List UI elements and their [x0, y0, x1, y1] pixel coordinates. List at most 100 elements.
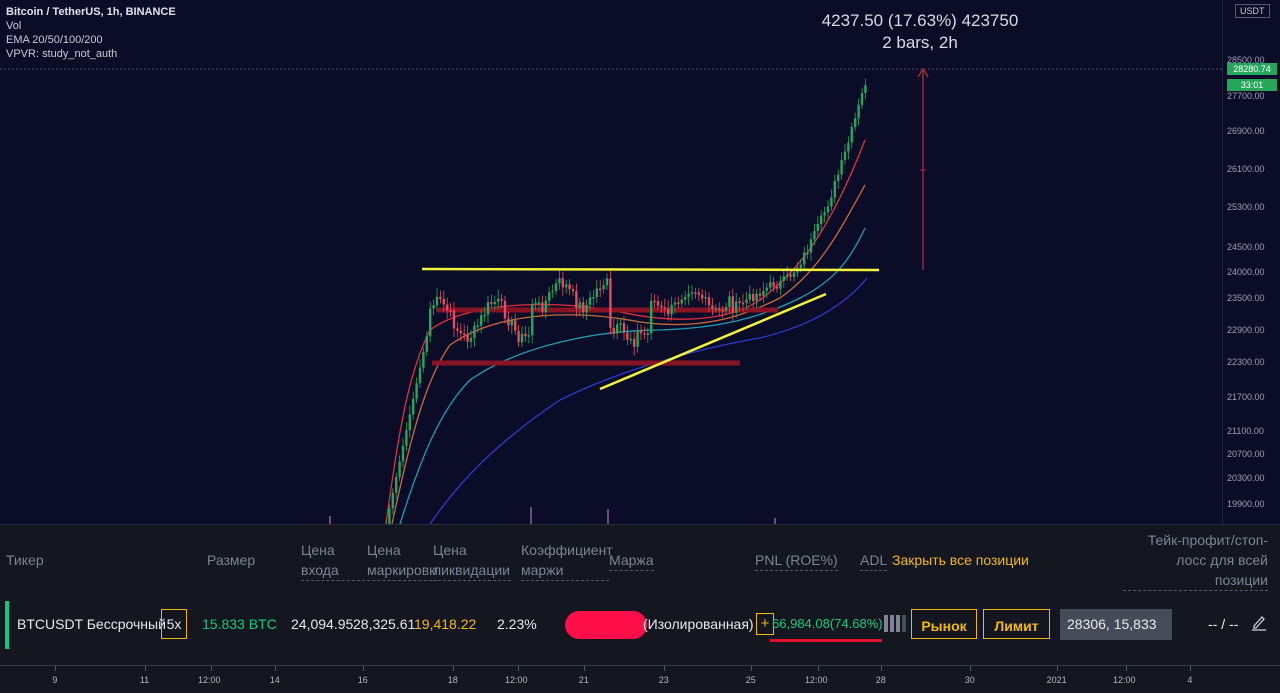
candle-body	[405, 430, 408, 446]
candle-body	[599, 288, 602, 291]
time-tick-mark	[1190, 666, 1191, 671]
time-tick: 11	[139, 675, 150, 685]
add-margin-icon[interactable]: +	[756, 613, 774, 635]
header-entry-price-2[interactable]: входа	[301, 560, 365, 581]
candle-body	[633, 338, 636, 347]
candle-body	[537, 302, 541, 304]
candle-body	[558, 278, 561, 284]
edit-icon[interactable]	[1251, 613, 1267, 631]
time-tick: 2021	[1046, 675, 1067, 685]
volume-indicator-label[interactable]: Vol	[6, 20, 22, 32]
candle-body	[650, 300, 653, 334]
candle-body	[578, 302, 581, 309]
time-tick: 12:00	[1113, 675, 1136, 685]
candle-body	[439, 296, 442, 299]
price-tick: 24500.00	[1227, 242, 1265, 252]
candle-body	[728, 296, 731, 308]
price-tick: 24000.00	[1227, 267, 1265, 277]
time-tick-mark	[584, 666, 585, 671]
mark-price: 28,325.61	[353, 616, 416, 632]
vpvr-indicator-label[interactable]: VPVR: study_not_auth	[6, 48, 118, 60]
candle-body	[503, 300, 507, 319]
header-size: Размер	[207, 552, 256, 568]
adl-indicator-icon	[884, 615, 910, 633]
margin-mode: (Изолированная)	[643, 616, 754, 632]
candle-body	[687, 293, 690, 297]
close-all-positions-button[interactable]: Закрыть все позиции	[892, 552, 1029, 568]
candle-body	[636, 330, 639, 347]
measure-bars: 2 bars, 2h	[882, 33, 958, 52]
header-margin[interactable]: Маржа	[609, 550, 654, 571]
candle-body	[721, 309, 724, 312]
candle-body	[425, 336, 428, 352]
leverage-badge[interactable]: 5x	[161, 609, 187, 639]
long-side-indicator	[5, 601, 9, 649]
measure-arrow-head	[917, 67, 929, 78]
candle-body	[568, 284, 571, 290]
price-axis[interactable]: 28500.00 27700.00 26900.00 26100.00 25300.00…	[1222, 0, 1280, 524]
candle-body	[860, 93, 864, 105]
header-liq-price-1: Цена	[433, 542, 467, 558]
candle-body	[466, 334, 469, 342]
candle-body	[527, 335, 530, 337]
header-adl[interactable]: ADL	[860, 550, 888, 571]
candle-body	[843, 151, 847, 160]
candle-body	[718, 308, 721, 311]
header-pnl[interactable]: PNL (ROE%)	[755, 550, 838, 571]
ema200-line	[429, 277, 868, 524]
header-ticker: Тикер	[6, 552, 44, 568]
candle-body	[786, 274, 789, 277]
candle-body	[469, 338, 473, 342]
margin-ratio: 2.23%	[497, 616, 537, 632]
candle-body	[697, 292, 700, 295]
time-axis[interactable]: 9 11 12:00 14 16 18 12:00 21 23 25 12:00 28 30 2021 12…	[0, 665, 1280, 693]
chart-area[interactable]: Bitcoin / TetherUS, 1h, BINANCE Vol EMA …	[0, 0, 1222, 524]
position-symbol[interactable]: BTCUSDT Бессрочный	[17, 616, 166, 632]
candle-body	[629, 338, 632, 341]
candle-body	[809, 239, 813, 253]
candle-body	[792, 272, 796, 277]
candle-body	[476, 325, 479, 328]
candle-body	[755, 293, 758, 301]
header-margin-ratio-2[interactable]: маржи	[521, 560, 609, 581]
header-tpsl-1: Тейк-профит/стоп-	[1147, 532, 1268, 548]
pnl-value: 66,984.08(74.68%)	[772, 616, 883, 631]
measure-tooltip: 4237.50 (17.63%) 423750 2 bars, 2h	[790, 10, 1050, 54]
header-tpsl-3[interactable]: позиции	[1123, 570, 1268, 591]
candle-body	[789, 274, 792, 277]
limit-price-qty-input[interactable]: 28306, 15,833	[1060, 609, 1172, 640]
header-mark-price-2[interactable]: маркировки	[367, 560, 437, 581]
price-tick: 25300.00	[1227, 202, 1265, 212]
time-tick-mark	[1057, 666, 1058, 671]
candle-body	[493, 301, 496, 305]
candle-body	[667, 308, 670, 315]
market-close-button[interactable]: Рынок	[911, 609, 977, 639]
candle-body	[762, 290, 765, 296]
position-row: BTCUSDT Бессрочный 5x 15.833 BTC 24,094.…	[5, 599, 1275, 649]
candle-body	[840, 159, 843, 175]
time-tick: 30	[964, 675, 975, 685]
candle-body	[850, 127, 853, 143]
candle-body	[701, 294, 704, 299]
candle-body	[612, 327, 615, 334]
candle-body	[473, 325, 476, 339]
price-chart[interactable]	[0, 0, 1222, 524]
candle-body	[830, 197, 833, 207]
pnl-underline	[770, 639, 882, 642]
candle-body	[588, 297, 592, 305]
candle-body	[622, 323, 626, 333]
candle-body	[452, 310, 456, 329]
candle-body	[643, 333, 646, 335]
candle-body	[388, 508, 391, 524]
price-tick: 26100.00	[1227, 164, 1265, 174]
ema-indicator-label[interactable]: EMA 20/50/100/200	[6, 34, 103, 46]
header-liq-price-2[interactable]: ликвидации	[433, 560, 511, 581]
currency-badge[interactable]: USDT	[1235, 4, 1270, 18]
candle-body	[626, 332, 629, 340]
bar-countdown-tag: 33:01	[1227, 79, 1277, 91]
candle-body	[554, 283, 558, 291]
redacted-margin-value	[565, 611, 647, 639]
time-tick: 18	[447, 675, 458, 685]
symbol-title[interactable]: Bitcoin / TetherUS, 1h, BINANCE	[6, 6, 176, 18]
limit-close-button[interactable]: Лимит	[983, 609, 1050, 639]
